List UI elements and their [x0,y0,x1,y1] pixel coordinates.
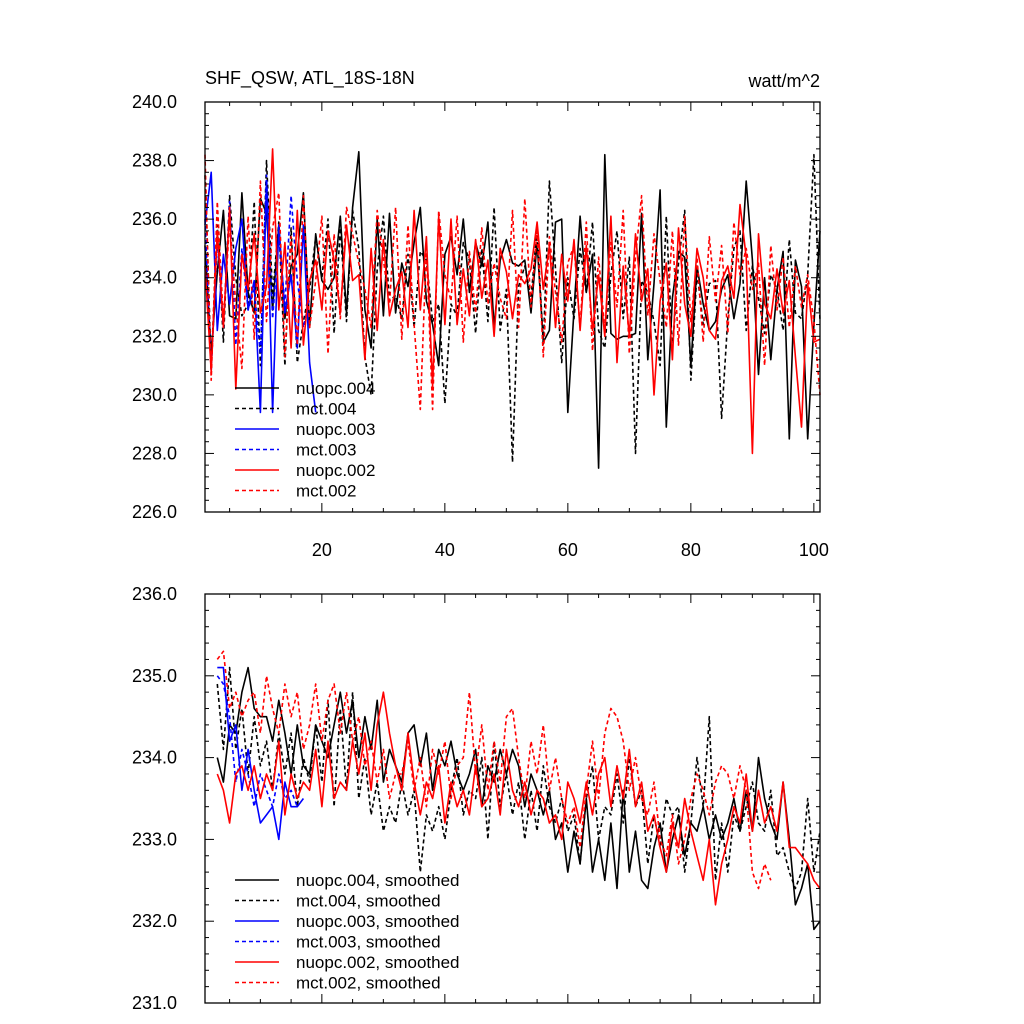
y-tick-label: 234.0 [132,268,177,288]
y-tick-label: 232.0 [132,326,177,346]
legend-label-mct-004: mct.004 [296,400,356,419]
series-line-nuopc-002 [204,148,821,455]
top-panel-frame [204,101,821,513]
legend-label-mct-004-smoothed: mct.004, smoothed [296,892,441,911]
series-line-nuopc-003 [204,171,317,414]
bottom-panel-ticks [205,593,820,1004]
legend-label-mct-003: mct.003 [296,441,356,460]
y-tick-label: 236.0 [132,209,177,229]
legend-label-mct-002: mct.002 [296,482,356,501]
y-tick-label: 226.0 [132,502,177,522]
legend-label-nuopc-004-smoothed: nuopc.004, smoothed [296,871,460,890]
series-line-mct-002 [204,154,821,411]
y-tick-label: 233.0 [132,829,177,849]
legend-label-mct-002-smoothed: mct.002, smoothed [296,974,441,993]
legend-label-nuopc-003-smoothed: nuopc.003, smoothed [296,912,460,931]
y-tick-label: 235.0 [132,666,177,686]
x-tick-label: 100 [799,540,829,560]
y-tick-label: 232.0 [132,911,177,931]
top-panel-title: SHF_QSW, ATL_18S-18N [205,68,415,89]
bottom-panel-tick-labels: 231.0 232.0 233.0 234.0 235.0 236.0 [132,584,177,1013]
legend-label-nuopc-002-smoothed: nuopc.002, smoothed [296,953,460,972]
series-line-nuopc-002-smoothed [216,691,821,906]
x-tick-label: 20 [312,540,332,560]
x-tick-label: 40 [435,540,455,560]
legend-label-nuopc-002: nuopc.002 [296,461,375,480]
legend-label-mct-003-smoothed: mct.003, smoothed [296,933,441,952]
legend-label-nuopc-003: nuopc.003 [296,420,375,439]
y-tick-label: 236.0 [132,584,177,604]
bottom-panel-frame [204,593,821,1004]
y-tick-label: 234.0 [132,748,177,768]
bottom-panel: 231.0 232.0 233.0 234.0 235.0 236.0 nuopc.004… [132,584,821,1013]
y-tick-label: 238.0 [132,151,177,171]
y-tick-label: 231.0 [132,993,177,1013]
bottom-panel-lines [216,650,821,931]
top-panel-tick-labels: 226.0 228.0 230.0 232.0 234.0 236.0 238.0 240.0… [132,92,829,560]
x-tick-label: 80 [681,540,701,560]
top-panel-lines [204,148,821,469]
series-line-mct-004-smoothed [216,666,821,890]
y-tick-label: 228.0 [132,443,177,463]
series-line-nuopc-003-smoothed [217,666,305,841]
y-tick-label: 230.0 [132,385,177,405]
series-line-mct-002-smoothed [216,650,772,890]
y-tick-label: 240.0 [132,92,177,112]
top-panel-units: watt/m^2 [748,71,820,91]
series-line-nuopc-004 [204,151,821,469]
x-tick-label: 60 [558,540,578,560]
top-panel: SHF_QSW, ATL_18S-18N watt/m^2 226.0 228.0… [132,68,829,560]
legend-label-nuopc-004: nuopc.004 [296,379,375,398]
series-line-nuopc-004-smoothed [216,666,821,931]
